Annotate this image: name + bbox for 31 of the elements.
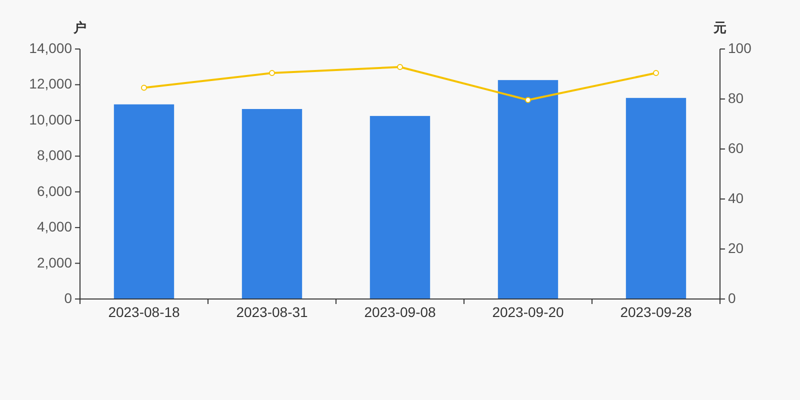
y2-tick-label: 40: [728, 190, 744, 206]
bar: [114, 104, 174, 299]
x-tick-label: 2023-08-18: [108, 304, 180, 320]
y-tick-label: 6,000: [36, 182, 72, 199]
y-tick-label: 14,000: [29, 40, 72, 56]
bar: [370, 116, 430, 299]
point: [525, 97, 531, 103]
point: [397, 64, 403, 70]
y-tick-label: 12,000: [29, 76, 72, 92]
point: [141, 84, 147, 91]
x-tick-label: 2023-09-08: [364, 304, 436, 320]
y2-tick-label: 60: [728, 140, 744, 156]
y-tick-label: 8,000: [36, 147, 72, 164]
y2-tick-label: 80: [728, 90, 744, 106]
y2-tick-label: 100: [728, 40, 752, 56]
y2-axis-title: 元: [712, 20, 726, 35]
bar: [242, 109, 302, 299]
point: [653, 70, 659, 76]
y-tick-label: 0: [64, 290, 72, 306]
x-tick-label: 2023-08-31: [236, 304, 308, 320]
y2-tick-label: 0: [728, 290, 736, 306]
bar: [626, 98, 686, 299]
point: [269, 70, 275, 76]
y-tick-label: 10,000: [29, 111, 72, 128]
y-tick-label: 4,000: [36, 218, 72, 235]
bar: [498, 80, 558, 299]
x-tick-label: 2023-09-20: [492, 304, 564, 320]
y2-tick-label: 20: [728, 240, 744, 256]
x-tick-label: 2023-09-28: [620, 304, 692, 320]
y-axis-title: 户: [72, 20, 86, 35]
y-tick-label: 2,000: [36, 254, 72, 270]
